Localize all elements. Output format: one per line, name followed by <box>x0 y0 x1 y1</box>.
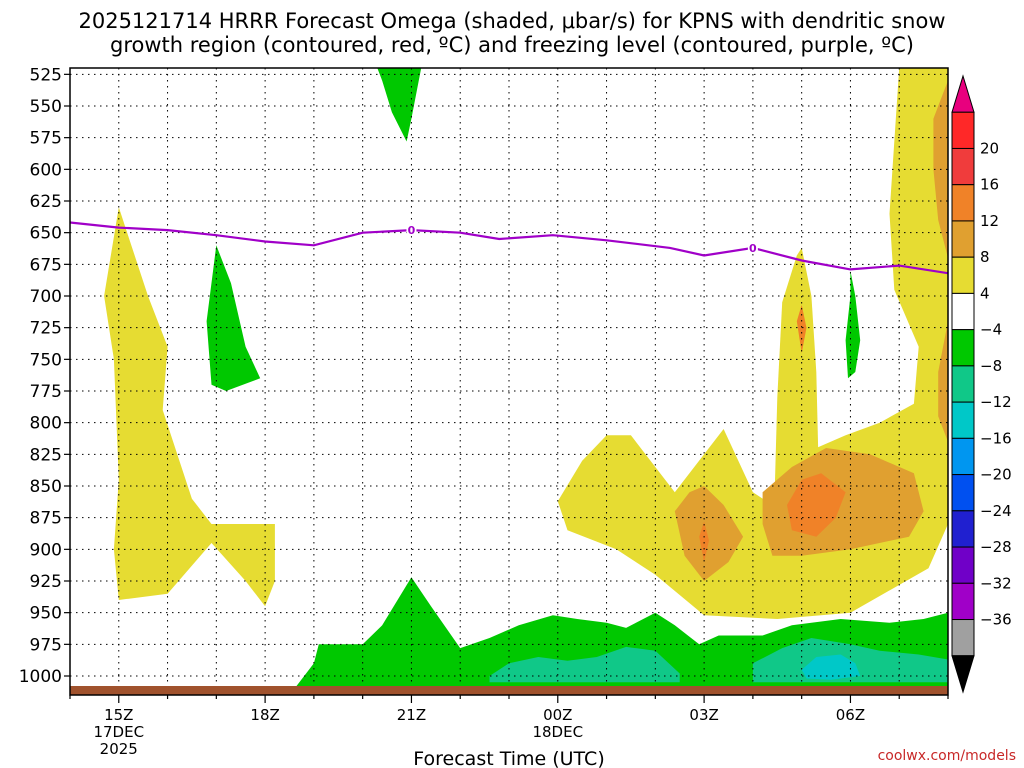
x-tick-date-0: 17DEC <box>93 723 144 741</box>
colorbar-bottom-arrow <box>951 655 975 694</box>
colorbar-label-6: −8 <box>980 357 1002 375</box>
colorbar-bin-6 <box>951 292 975 331</box>
y-tick-label-900: 900 <box>30 540 62 560</box>
colorbar-bin-1 <box>951 111 975 149</box>
terrain-strip <box>70 686 948 695</box>
colorbar-top-arrow <box>951 74 975 113</box>
colorbar-label-4: 4 <box>980 284 990 302</box>
colorbar-bin-11 <box>951 474 975 512</box>
freezing-level-layer: 00 <box>70 221 948 275</box>
y-tick-label-825: 825 <box>30 445 62 465</box>
freezing-level-label-bg-0 <box>406 223 417 237</box>
colorbar-bin-9 <box>951 401 975 439</box>
y-tick-label-650: 650 <box>30 224 62 244</box>
y-tick-label-625: 625 <box>30 192 62 212</box>
colorbar-label-10: −24 <box>980 502 1012 520</box>
colorbar-label-3: 8 <box>980 248 990 266</box>
colorbar-label-5: −4 <box>980 321 1002 339</box>
y-tick-label-1000: 1000 <box>19 667 62 687</box>
omega-region-yellow-left-column <box>104 207 275 607</box>
freezing-level-label-bg-1 <box>747 240 758 254</box>
omega-region-teal-0600 <box>752 638 948 683</box>
colorbar: 20 16 12 8 4 −4 −8 −12 −16 −20 −24 −28 −32 −36 <box>951 74 1012 694</box>
colorbar-bin-13 <box>951 546 975 584</box>
colorbar-bin-12 <box>951 510 975 548</box>
colorbar-bin-14 <box>951 582 975 621</box>
x-tick-label-21Z: 21Z <box>397 706 426 724</box>
x-tick-label-06Z: 06Z <box>836 706 865 724</box>
omega-region-orange-0300 <box>699 521 709 562</box>
colorbar-bin-8 <box>951 365 975 403</box>
y-tick-label-775: 775 <box>30 382 62 402</box>
freezing-level-label-0: 0 <box>408 224 416 237</box>
colorbar-bin-5 <box>951 256 975 294</box>
omega-region-green-top-21z <box>377 68 422 142</box>
omega-region-green-0630 <box>845 270 861 379</box>
x-axis-label: Forecast Time (UTC) <box>413 748 604 768</box>
colorbar-label-13: −36 <box>980 611 1012 629</box>
x-tick-label-18Z: 18Z <box>250 706 279 724</box>
y-axis: 525 550 575 600 625 650 675 700 725 750 775 800 825 8… <box>19 65 70 687</box>
colorbar-bin-10 <box>951 437 975 476</box>
colorbar-label-9: −20 <box>980 466 1012 484</box>
freezing-level-line <box>70 221 948 275</box>
omega-region-orange-0500-tower <box>796 304 807 353</box>
y-tick-label-550: 550 <box>30 97 62 117</box>
x-tick-label-15Z: 15Z <box>104 706 133 724</box>
colorbar-bin-3 <box>951 184 975 222</box>
y-tick-label-925: 925 <box>30 572 62 592</box>
x-tick-label-00Z: 00Z <box>543 706 572 724</box>
omega-region-cyan-0600 <box>801 654 861 680</box>
colorbar-label-1: 16 <box>980 176 999 194</box>
y-tick-label-700: 700 <box>30 287 62 307</box>
colorbar-label-11: −28 <box>980 538 1012 556</box>
freezing-level-label-1: 0 <box>749 242 757 255</box>
chart-title: 2025121714 HRRR Forecast Omega (shaded, … <box>78 9 945 33</box>
colorbar-bin-7 <box>951 329 975 367</box>
y-tick-label-800: 800 <box>30 414 62 434</box>
y-tick-label-950: 950 <box>30 604 62 624</box>
chart-title-line2: growth region (contoured, red, ºC) and f… <box>110 33 914 57</box>
y-tick-label-750: 750 <box>30 350 62 370</box>
x-tick-label-03Z: 03Z <box>689 706 718 724</box>
y-tick-label-875: 875 <box>30 509 62 529</box>
omega-region-teal-0000 <box>489 646 680 683</box>
y-tick-label-525: 525 <box>30 65 62 85</box>
colorbar-label-8: −16 <box>980 429 1012 447</box>
omega-region-green-1730 <box>206 245 261 391</box>
y-tick-label-675: 675 <box>30 255 62 275</box>
colorbar-bin-4 <box>951 220 975 258</box>
colorbar-label-7: −12 <box>980 393 1012 411</box>
x-tick-date-3: 18DEC <box>532 723 583 741</box>
colorbar-label-12: −32 <box>980 574 1012 592</box>
y-tick-label-725: 725 <box>30 319 62 339</box>
colorbar-bin-2 <box>951 147 975 186</box>
y-tick-label-850: 850 <box>30 477 62 497</box>
y-tick-label-600: 600 <box>30 160 62 180</box>
omega-region-lt-orange-0300 <box>674 486 744 581</box>
colorbar-label-2: 12 <box>980 212 999 230</box>
grid-layer <box>70 68 948 695</box>
colorbar-bin-15 <box>951 619 975 657</box>
x-tick-year-0: 2025 <box>100 740 138 758</box>
credit-text: coolwx.com/models <box>878 748 1016 764</box>
y-tick-label-575: 575 <box>30 129 62 149</box>
colorbar-label-0: 20 <box>980 139 999 157</box>
y-tick-label-975: 975 <box>30 635 62 655</box>
omega-region-lt-orange-right-lower <box>938 321 948 442</box>
